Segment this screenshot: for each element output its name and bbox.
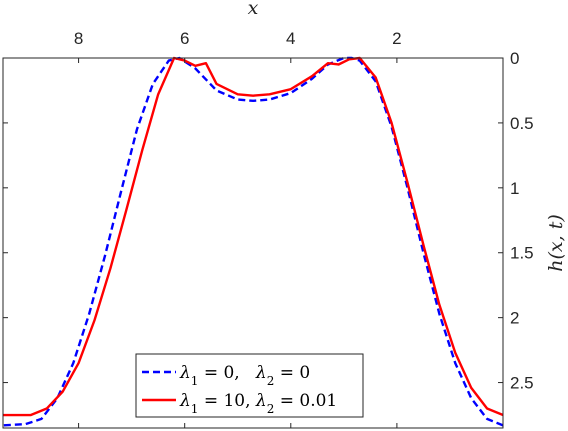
- y-axis: 0 0.5 1 1.5 2 2.5: [3, 49, 534, 393]
- x-axis-title: x: [248, 0, 259, 19]
- legend-text-part: = 0,: [198, 363, 255, 383]
- legend-text-part: 1: [191, 374, 199, 388]
- legend-box: [135, 353, 364, 418]
- legend-text-part: 1: [191, 402, 199, 416]
- x-tick-label: 8: [74, 29, 83, 48]
- x-tick-label: 6: [180, 29, 189, 48]
- legend-text-part: 2: [267, 402, 275, 416]
- x-tick-label: 4: [286, 29, 295, 48]
- plot-frame: [2, 57, 504, 429]
- legend-text-part: 2: [267, 374, 275, 388]
- y-tick-label: 0.5: [510, 114, 534, 133]
- y-tick-label: 0: [510, 49, 519, 68]
- legend-text-part: λ: [179, 391, 191, 411]
- legend-text-part: = 0: [274, 363, 310, 383]
- legend-text-part: λ: [179, 363, 191, 383]
- legend-text-part: λ: [255, 391, 267, 411]
- legend-label-1: λ1 = 0, λ2 = 0: [179, 363, 310, 388]
- legend-text-part: λ: [255, 363, 267, 383]
- legend-text-part: = 0.01: [274, 391, 337, 411]
- x-axis: 8 6 4 2: [74, 29, 402, 428]
- legend-text-part: = 10,: [198, 391, 256, 411]
- y-tick-label: 2: [510, 309, 519, 328]
- legend: λ1 = 0, λ2 = 0λ1 = 10, λ2 = 0.01: [135, 353, 364, 418]
- x-tick-label: 2: [392, 29, 401, 48]
- y-axis-title: h(x, t): [545, 214, 567, 272]
- y-tick-label: 2.5: [510, 374, 534, 393]
- legend-label-2: λ1 = 10, λ2 = 0.01: [179, 391, 337, 416]
- series-line-2: [3, 56, 504, 417]
- series-line-1: [2, 56, 504, 427]
- series-layer: [2, 56, 504, 427]
- y-tick-label: 1: [510, 179, 519, 198]
- y-tick-label: 1.5: [510, 244, 534, 263]
